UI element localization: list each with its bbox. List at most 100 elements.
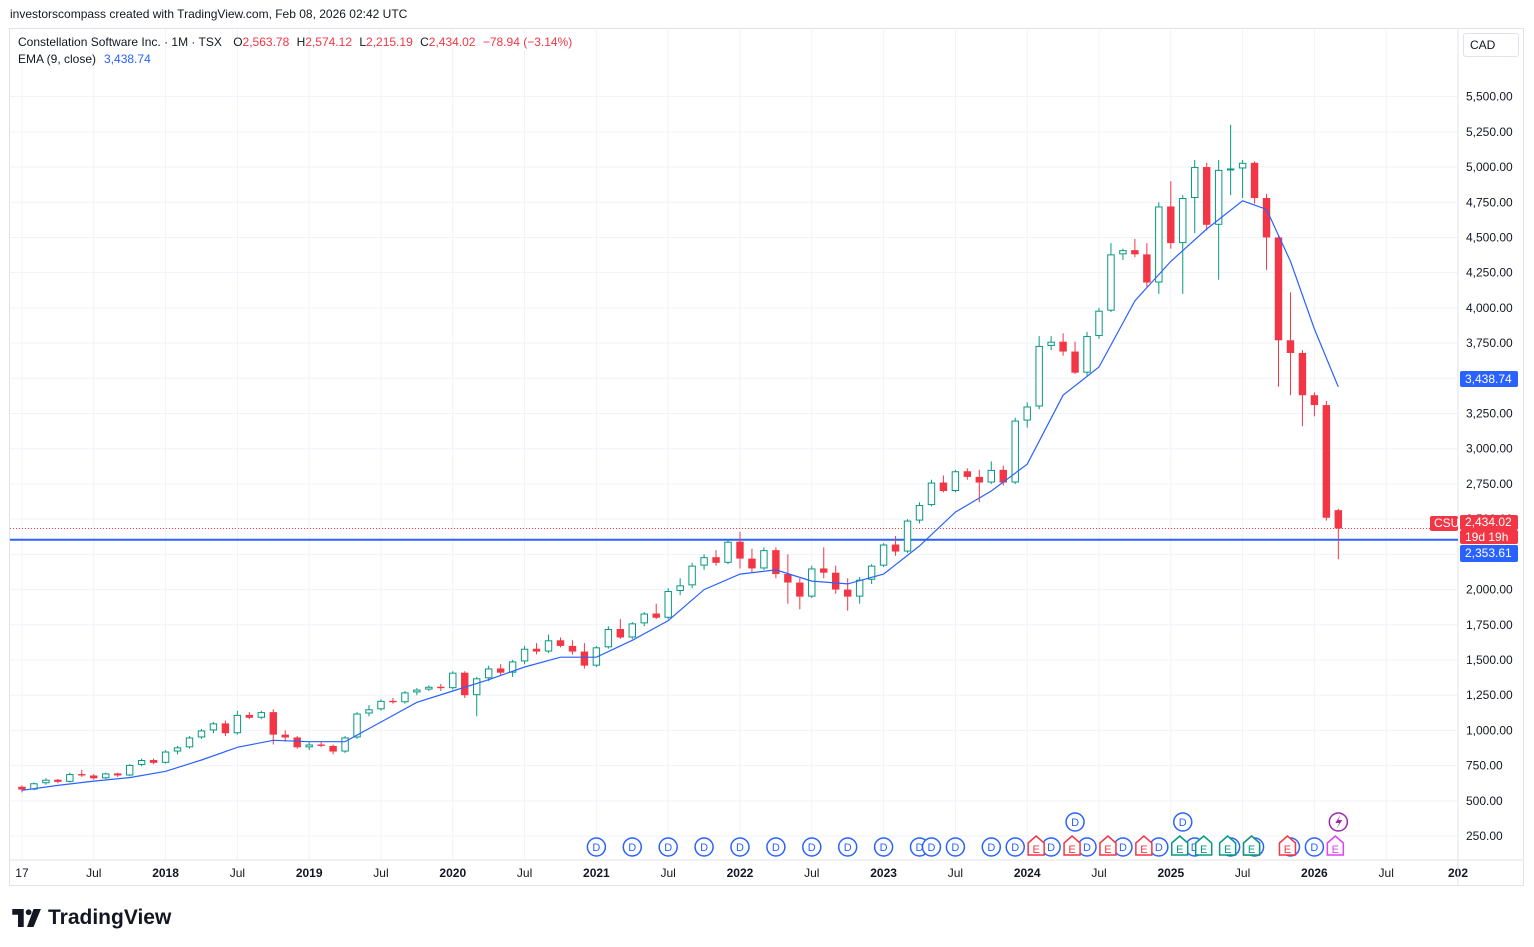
candle-body-up [604, 629, 613, 648]
earnings-missed-marker [1099, 835, 1117, 856]
tradingview-logo-icon [12, 909, 41, 927]
dividend-marker [921, 837, 942, 857]
tradingview-logo[interactable]: TradingView [12, 906, 171, 930]
dividend-marker [766, 837, 786, 857]
dividend-marker [1304, 837, 1325, 857]
candle-body-down [1274, 237, 1283, 341]
time-axis-label: Jul [948, 866, 963, 880]
candle-body-up [1226, 168, 1235, 171]
ema-title[interactable]: EMA (9, close) [18, 52, 97, 66]
candle-body-up [341, 737, 349, 752]
candle-body-up [520, 648, 529, 662]
candle-body-up [1119, 250, 1127, 255]
price-axis-label: 4,500.00 [1466, 230, 1513, 244]
dividend-marker-letter: D [1191, 842, 1199, 854]
earnings-missed-marker-letter: E [1284, 844, 1291, 856]
candle-body-down [329, 745, 337, 752]
chart-attribution: investorscompass created with TradingVie… [10, 7, 408, 21]
candle-body-down [1322, 405, 1331, 518]
candle-body-up [640, 613, 648, 624]
candle-body-up [42, 779, 50, 784]
price-axis-label: 5,000.00 [1466, 160, 1513, 174]
candle-body-up [1011, 420, 1019, 483]
candle-body-down [1071, 351, 1079, 373]
time-axis-label: 2024 [1014, 866, 1041, 880]
candle-body-down [532, 648, 541, 652]
candle-body-down [221, 723, 230, 734]
price-axis-label: 5,250.00 [1466, 125, 1513, 139]
candle-body-up [987, 469, 995, 483]
horizontal-line-price-tag: 2,353.61 [1460, 545, 1518, 562]
candle-body-down [1286, 340, 1295, 353]
time-axis-label: 2023 [870, 866, 897, 880]
candle-body-down [568, 645, 577, 652]
earnings-beat-marker-letter: E [1248, 844, 1255, 856]
candle-body-down [832, 572, 840, 590]
candle-body-up [1107, 254, 1115, 311]
lightning-icon [1335, 815, 1343, 829]
dividend-marker-letter: D [628, 842, 636, 854]
candle-body-down [556, 640, 565, 646]
earnings-beat-marker [1194, 835, 1213, 856]
time-axis-label: 2019 [296, 866, 323, 880]
dividend-marker-letter: D [951, 842, 959, 854]
candle-body-up [353, 713, 361, 738]
earnings-upcoming-marker-letter: E [1332, 844, 1339, 856]
candle-body-up [1023, 406, 1031, 421]
dividend-marker-letter: D [880, 842, 888, 854]
candle-body-up [1179, 198, 1187, 244]
symbol-title[interactable]: Constellation Software Inc. · 1M · TSX [18, 35, 222, 49]
symbol-tag: CSU [1430, 516, 1459, 531]
candle-body-up [855, 579, 864, 597]
candle-body-up [879, 544, 888, 566]
dividend-marker-letter: D [1083, 842, 1091, 854]
ema-price-tag: 3,438.74 [1460, 371, 1518, 387]
earnings-missed-marker-letter: E [1104, 844, 1111, 856]
dividend-marker-letter: D [700, 842, 708, 854]
time-axis-label: Jul [517, 866, 532, 880]
candle-body-down [269, 712, 277, 735]
chart-frame[interactable] [9, 28, 1524, 886]
earnings-beat-marker-letter: E [1200, 844, 1207, 856]
dividend-marker-letter: D [772, 842, 780, 854]
candle-body-down [1059, 341, 1067, 352]
candle-body-down [712, 557, 720, 563]
dividend-marker-letter: D [592, 842, 600, 854]
candle-body-up [161, 751, 170, 763]
candle-body-down [54, 779, 62, 782]
candle-body-down [963, 471, 972, 477]
low-value: 2,215.19 [366, 35, 413, 49]
candle-body-up [365, 709, 373, 714]
candle-body-down [1202, 167, 1211, 225]
earnings-missed-marker [1063, 835, 1081, 856]
dividend-marker-letter: D [1155, 842, 1163, 854]
candle-body-up [544, 640, 553, 652]
dividend-marker-letter: D [927, 842, 935, 854]
price-axis-label: 1,500.00 [1466, 653, 1513, 667]
earnings-missed-marker [1135, 835, 1153, 856]
candle-body-down [1143, 254, 1151, 283]
dividend-marker [730, 837, 750, 857]
candle-body-down [616, 629, 625, 638]
candle-body-down [293, 737, 301, 748]
earnings-upcoming-marker [1326, 835, 1345, 856]
candle-body-down [1334, 510, 1343, 529]
earnings-missed-marker [1278, 835, 1297, 856]
candle-body-up [688, 565, 696, 586]
candle-body-up [903, 520, 912, 552]
candle-body-down [580, 651, 589, 666]
price-axis-label: 4,250.00 [1466, 266, 1513, 280]
candle-body-down [437, 686, 445, 689]
candle-body-down [1250, 162, 1259, 199]
earnings-beat-marker [1171, 835, 1189, 856]
price-axis-label: 3,750.00 [1466, 336, 1513, 350]
close-value: 2,434.02 [428, 35, 476, 49]
candle-body-down [496, 668, 505, 673]
candle-body-up [676, 585, 684, 591]
dividend-marker-letter: D [1179, 817, 1187, 829]
currency-selector[interactable]: CAD [1463, 33, 1519, 57]
dividend-marker [873, 837, 894, 857]
dividend-marker-letter: D [1011, 842, 1019, 854]
candle-body-down [1131, 250, 1139, 255]
